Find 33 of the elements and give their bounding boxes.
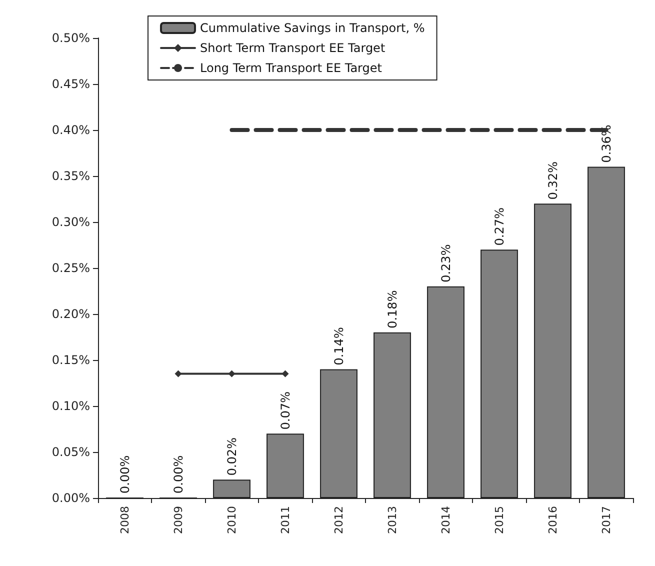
y-tick-label: 0.15%: [52, 353, 90, 367]
x-tick-label: 2012: [332, 506, 346, 534]
data-label: 0.18%: [385, 290, 400, 328]
legend-label: Long Term Transport EE Target: [200, 61, 382, 75]
x-tick-label: 2010: [225, 506, 238, 534]
y-tick-label: 0.10%: [52, 399, 90, 413]
y-tick-label: 0.05%: [52, 445, 90, 459]
data-label: 0.02%: [224, 437, 239, 476]
y-tick-label: 0.00%: [52, 491, 90, 505]
x-tick-label: 2009: [172, 506, 185, 534]
x-tick-label: 2011: [278, 506, 292, 534]
data-label: 0.00%: [171, 455, 186, 494]
data-label: 0.23%: [438, 244, 453, 282]
legend-label: Cummulative Savings in Transport, %: [200, 21, 425, 35]
data-label: 0.14%: [332, 327, 346, 366]
y-tick-label: 0.40%: [52, 123, 90, 137]
data-label: 0.00%: [118, 455, 132, 494]
data-label: 0.27%: [492, 207, 506, 246]
y-tick-label: 0.25%: [52, 261, 90, 275]
y-tick-label: 0.50%: [52, 31, 90, 45]
y-tick-label: 0.35%: [52, 169, 90, 183]
legend-label: Short Term Transport EE Target: [200, 41, 386, 55]
x-tick-label: 2013: [386, 506, 399, 534]
x-tick-label: 2015: [492, 506, 506, 534]
data-label: 0.07%: [278, 391, 292, 430]
x-tick-label: 2008: [118, 506, 132, 534]
x-tick-label: 2016: [546, 506, 560, 534]
data-label: 0.32%: [546, 161, 560, 200]
y-tick-label: 0.45%: [52, 77, 90, 91]
x-tick-label: 2017: [600, 506, 613, 534]
x-tick-label: 2014: [439, 506, 452, 534]
y-tick-label: 0.20%: [52, 307, 90, 321]
y-tick-label: 0.30%: [52, 215, 90, 229]
